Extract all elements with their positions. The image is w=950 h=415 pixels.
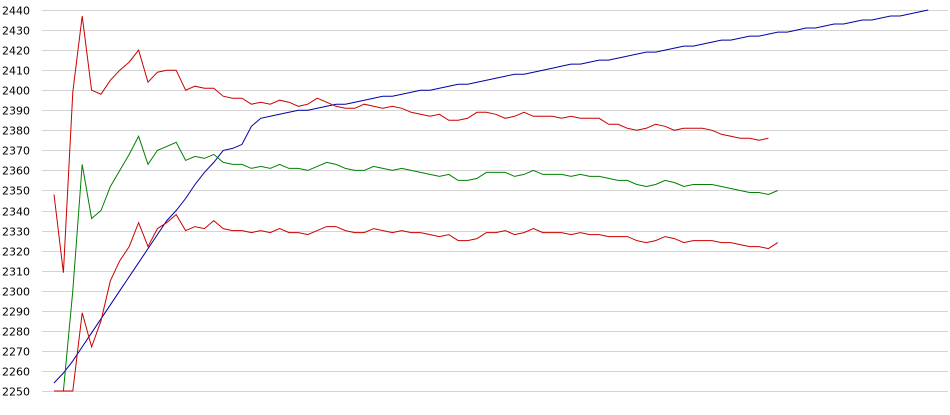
y-tick-label: 2350 bbox=[2, 185, 30, 198]
series-line-1 bbox=[53, 9, 929, 384]
series-line-3 bbox=[54, 135, 778, 392]
y-tick-label: 2320 bbox=[2, 246, 30, 259]
y-axis-tick-labels: 2440 2430 2420 2410 2400 2390 2380 2370 2360 2350… bbox=[2, 5, 30, 399]
grid bbox=[42, 10, 948, 392]
y-tick-label: 2330 bbox=[2, 226, 30, 239]
y-tick-label: 2290 bbox=[2, 306, 30, 319]
y-tick-label: 2370 bbox=[2, 145, 30, 158]
y-tick-label: 2430 bbox=[2, 25, 30, 38]
y-tick-label: 2340 bbox=[2, 206, 30, 219]
y-tick-label: 2300 bbox=[2, 286, 30, 299]
series-line-2 bbox=[53, 15, 769, 273]
y-tick-label: 2400 bbox=[2, 85, 30, 98]
y-tick-label: 2390 bbox=[2, 105, 30, 118]
y-tick-label: 2380 bbox=[2, 125, 30, 138]
y-tick-label: 2260 bbox=[2, 366, 30, 379]
series-lines bbox=[53, 9, 929, 392]
y-tick-label: 2280 bbox=[2, 326, 30, 339]
y-tick-label: 2360 bbox=[2, 165, 30, 178]
y-tick-label: 2270 bbox=[2, 346, 30, 359]
y-tick-label: 2250 bbox=[2, 386, 30, 399]
y-tick-label: 2440 bbox=[2, 5, 30, 18]
y-tick-label: 2420 bbox=[2, 45, 30, 58]
y-tick-label: 2310 bbox=[2, 266, 30, 279]
y-tick-label: 2410 bbox=[2, 65, 30, 78]
series-line-4 bbox=[54, 213, 779, 392]
